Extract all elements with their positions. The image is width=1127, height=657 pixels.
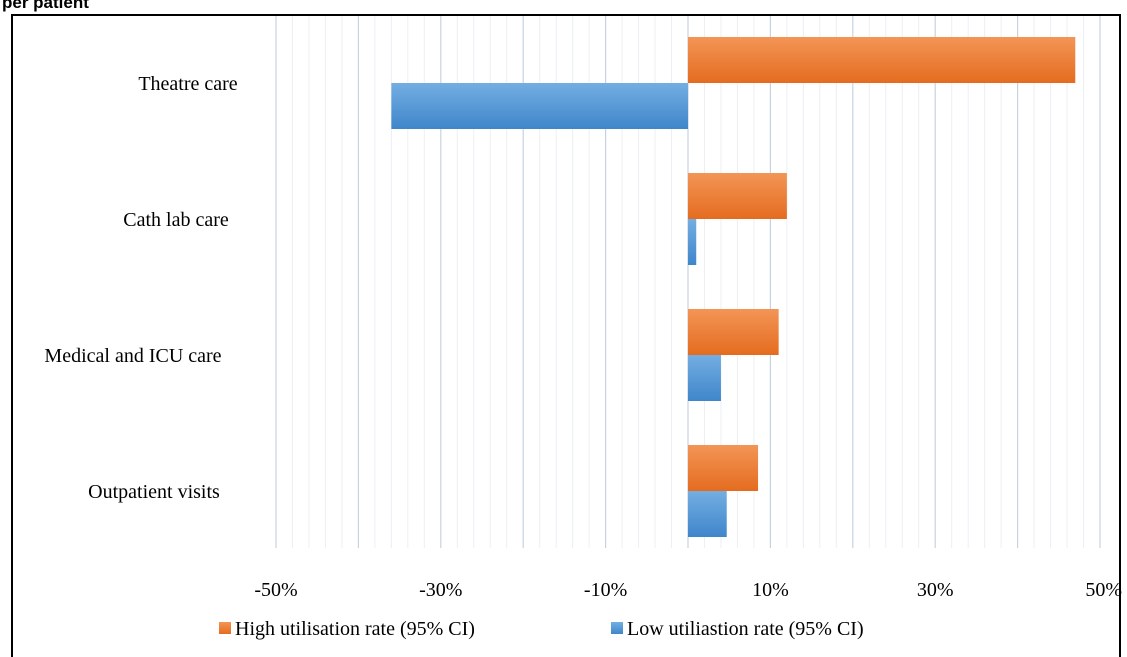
x-tick-label: -30%	[419, 579, 462, 601]
legend-label-low: Low utiliastion rate (95% CI)	[627, 618, 864, 640]
category-labels: Theatre care Cath lab care Medical and ICU…	[44, 73, 237, 503]
x-tick-label: -10%	[584, 579, 627, 601]
category-label: Cath lab care	[123, 209, 229, 231]
x-tick-label: 50%	[1085, 579, 1122, 601]
legend-swatch-high	[219, 622, 231, 634]
x-tick-label: 30%	[917, 579, 954, 601]
bar-low-cath-lab-care	[688, 219, 696, 265]
legend: High utilisation rate (95% CI) Low utili…	[219, 618, 864, 640]
bar-high-cath-lab-care	[688, 173, 787, 219]
bar-low-medical-and-icu-care	[688, 355, 721, 401]
bar-high-theatre-care	[688, 37, 1075, 83]
bar-high-medical-and-icu-care	[688, 309, 779, 355]
x-tick-label: -50%	[254, 579, 297, 601]
legend-label-high: High utilisation rate (95% CI)	[235, 618, 475, 640]
category-label: Medical and ICU care	[44, 345, 221, 367]
category-label: Theatre care	[138, 73, 237, 95]
x-tick-label: 10%	[752, 579, 789, 601]
bar-low-theatre-care	[391, 83, 688, 129]
bars	[391, 37, 1075, 537]
legend-swatch-low	[611, 622, 623, 634]
bar-high-outpatient-visits	[688, 445, 758, 491]
bar-low-outpatient-visits	[688, 491, 727, 537]
x-tick-labels: -50% -30% -10% 10% 30% 50%	[254, 579, 1122, 601]
category-label: Outpatient visits	[88, 481, 220, 503]
